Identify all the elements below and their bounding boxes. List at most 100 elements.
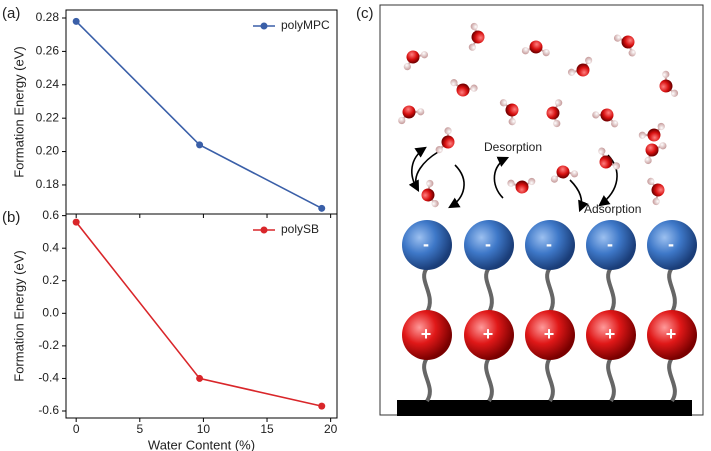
oxygen xyxy=(406,50,420,64)
panel-label: (a) xyxy=(2,5,20,22)
x-tick-label: 0 xyxy=(73,422,80,436)
tether xyxy=(422,356,432,403)
y-tick-label: -0.4 xyxy=(38,371,59,385)
point xyxy=(72,218,80,226)
cation-sign: + xyxy=(483,324,494,344)
oxygen xyxy=(456,83,470,97)
water-molecule xyxy=(450,79,478,97)
tether xyxy=(422,266,432,314)
point xyxy=(196,374,204,382)
legend-marker xyxy=(260,22,268,30)
water-molecule xyxy=(592,108,619,128)
y-tick-label: 0.18 xyxy=(36,177,60,191)
oxygen xyxy=(556,165,570,179)
panel-label: (c) xyxy=(356,5,374,22)
water-molecule xyxy=(644,142,667,165)
arrow xyxy=(448,164,465,209)
hydrogen xyxy=(570,170,579,178)
plot-frame xyxy=(65,9,338,215)
water-molecule xyxy=(638,122,665,142)
legend-label: polyMPC xyxy=(281,18,330,32)
water-molecule xyxy=(499,99,519,126)
hydrogen xyxy=(435,146,443,154)
hydrogen xyxy=(652,197,660,206)
oxygen xyxy=(505,103,519,117)
anion-sign: - xyxy=(607,234,613,254)
water-molecule xyxy=(435,127,455,154)
anion-ball xyxy=(586,220,636,270)
tether xyxy=(545,356,555,403)
point xyxy=(196,141,204,149)
hydrogen xyxy=(612,162,621,170)
anion-ball xyxy=(402,220,452,270)
panel: (a) Formation Energy (eV) 0.18 0.20 0.22 0.24… xyxy=(2,5,338,218)
oxygen xyxy=(421,188,435,202)
water-molecule xyxy=(659,70,679,97)
y-tick-label: -0.2 xyxy=(38,338,59,352)
y-tick-label: 0.0 xyxy=(42,305,59,319)
y-tick-label: 0.28 xyxy=(36,10,60,24)
hydrogen xyxy=(657,122,665,131)
arrow xyxy=(411,146,427,191)
oxygen xyxy=(471,30,485,44)
diagram: (c) Desorption Adsorption - + - + - + - + - + xyxy=(356,4,704,416)
point xyxy=(318,402,326,410)
cation-ball xyxy=(525,310,575,360)
hydrogen xyxy=(403,63,411,71)
water-molecule xyxy=(403,50,429,71)
oxygen xyxy=(647,128,661,142)
arrow xyxy=(569,179,589,213)
y-tick-label: 0.24 xyxy=(36,77,60,91)
oxygen xyxy=(546,106,560,120)
oxygen xyxy=(600,108,614,122)
tether xyxy=(545,266,555,314)
x-tick-label: 5 xyxy=(136,422,143,436)
tether xyxy=(484,266,494,314)
oxygen xyxy=(645,143,659,157)
water-molecule xyxy=(613,34,636,57)
water-molecule xyxy=(647,177,665,206)
hydrogen xyxy=(598,147,606,155)
water-molecule xyxy=(567,56,593,77)
anion-ball xyxy=(464,220,514,270)
panel-label: (b) xyxy=(2,209,20,226)
cation-sign: + xyxy=(605,324,616,344)
hydrogen xyxy=(555,99,563,107)
cation-sign: + xyxy=(544,324,555,344)
cation-sign: + xyxy=(666,324,677,344)
water-molecule xyxy=(521,40,550,57)
hydrogen xyxy=(592,111,600,119)
legend-marker xyxy=(260,226,268,234)
tether xyxy=(606,356,616,403)
oxygen xyxy=(651,183,665,197)
y-tick-label: 0.4 xyxy=(42,240,59,254)
anion-ball xyxy=(525,220,575,270)
hydrogen xyxy=(644,156,652,165)
hydrogen xyxy=(542,49,550,57)
hydrogen xyxy=(553,119,561,128)
y-axis-label: Formation Energy (eV) xyxy=(11,250,26,382)
tether xyxy=(667,266,677,314)
hydrogen xyxy=(670,89,679,97)
hydrogen xyxy=(521,47,530,55)
tether xyxy=(667,356,677,403)
hydrogen xyxy=(470,84,478,92)
tether xyxy=(606,266,616,314)
y-tick-label: 0.2 xyxy=(42,273,59,287)
panel: (b) Formation Energy (eV) -0.6 -0.4 -0.2 0.0 0… xyxy=(2,208,338,451)
water-molecule xyxy=(598,147,621,170)
arrow xyxy=(408,151,439,192)
hydrogen xyxy=(628,49,636,57)
anion-sign: - xyxy=(423,234,429,254)
hydrogen xyxy=(659,142,667,150)
hydrogen xyxy=(417,108,425,116)
substrate xyxy=(397,400,692,416)
y-tick-label: 0.20 xyxy=(36,144,60,158)
x-tick-label: 10 xyxy=(197,422,211,436)
hydrogen xyxy=(508,118,516,126)
water-molecule xyxy=(546,99,563,128)
anion-sign: - xyxy=(485,234,491,254)
hydrogen xyxy=(550,175,558,183)
anion-sign: - xyxy=(668,234,674,254)
